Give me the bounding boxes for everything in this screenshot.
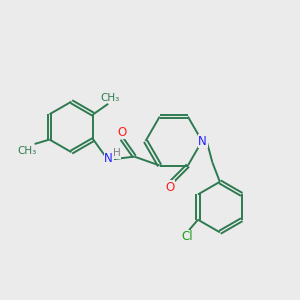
Text: O: O — [117, 126, 127, 139]
Text: O: O — [165, 181, 175, 194]
Text: H: H — [113, 148, 120, 158]
Text: CH₃: CH₃ — [18, 146, 37, 155]
Text: Cl: Cl — [182, 230, 194, 243]
Text: N: N — [198, 135, 207, 148]
Text: CH₃: CH₃ — [100, 93, 119, 103]
Text: N: N — [104, 152, 113, 166]
